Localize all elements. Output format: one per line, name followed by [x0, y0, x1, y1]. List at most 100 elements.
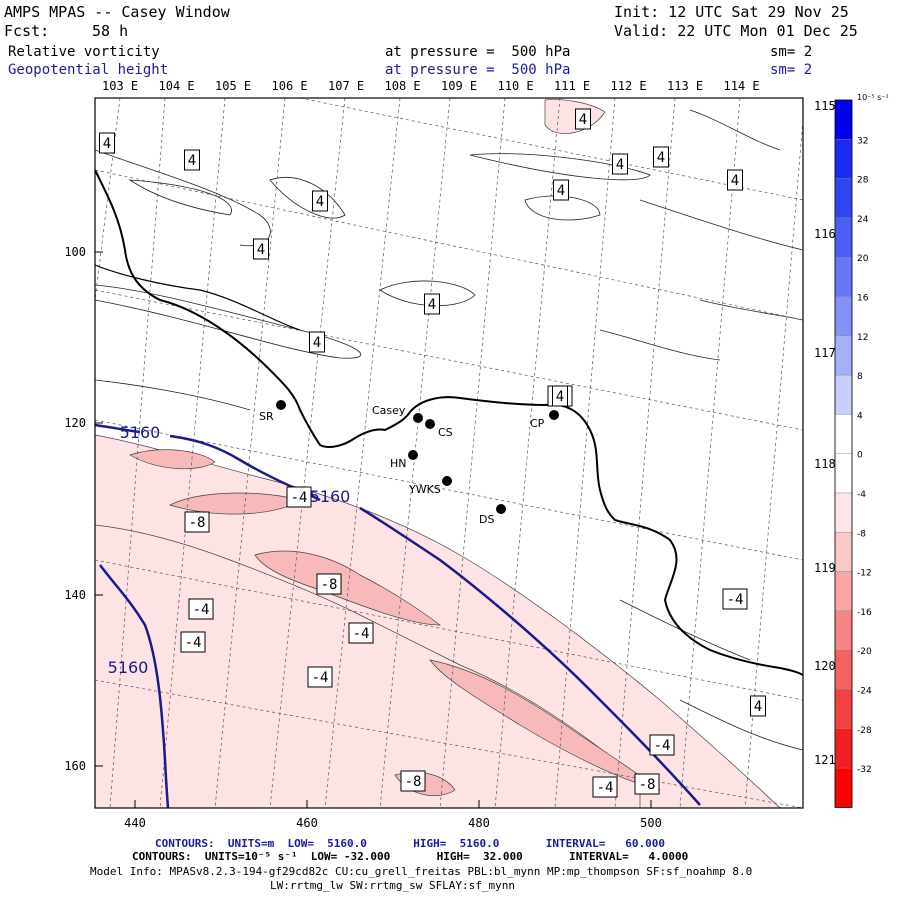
- field2-name: Geopotential height: [8, 62, 169, 78]
- top-longitude-labels: 103 E 104 E 105 E 106 E 107 E 108 E 109 E 110 E…: [102, 79, 760, 93]
- colorbar-segment: [834, 571, 853, 612]
- colorbar-segment: [834, 374, 853, 415]
- field1-level: at pressure = 500 hPa: [385, 44, 571, 60]
- vorticity-label: -8: [405, 774, 422, 790]
- station-label: HN: [390, 457, 407, 470]
- vorticity-label: 4: [103, 136, 111, 152]
- height-label: 5160: [310, 487, 351, 506]
- vorticity-label: 4: [579, 112, 587, 128]
- vorticity-label: -8: [321, 577, 338, 593]
- x-tick-label: 480: [468, 816, 490, 830]
- vorticity-label-box: [727, 169, 743, 191]
- station-marker: [425, 419, 435, 429]
- footer-model-info: Model Info: MPASv8.2.3-194-gf29cd82c CU:…: [90, 865, 753, 878]
- vorticity-label: -4: [291, 490, 308, 506]
- colorbar-segment: [834, 217, 853, 258]
- top-lon-label: 103 E: [102, 79, 138, 93]
- station-label: CP: [530, 417, 545, 430]
- x-tick-label: 500: [640, 816, 662, 830]
- colorbar-segment: [834, 296, 853, 336]
- vorticity-label-box: [634, 773, 660, 795]
- map-title: AMPS MPAS -- Casey Window: [4, 3, 230, 21]
- height-label: 5160: [120, 423, 161, 442]
- coastline-detail: [95, 264, 301, 331]
- colorbar-label: -8: [857, 529, 866, 539]
- vorticity-label: 4: [657, 150, 665, 166]
- colorbar-segment: [834, 335, 853, 376]
- top-lon-label: 109 E: [441, 79, 477, 93]
- vorticity-label: 4: [428, 297, 436, 313]
- field1-name: Relative vorticity: [8, 44, 160, 60]
- top-lon-label: 111 E: [554, 79, 590, 93]
- vorticity-label: 4: [731, 173, 739, 189]
- top-lon-label: 106 E: [272, 79, 308, 93]
- vorticity-label-box: [99, 132, 115, 154]
- colorbar-segment: [834, 414, 853, 454]
- vorticity-label: 4: [257, 242, 265, 258]
- height-label: 5160: [108, 658, 149, 677]
- plot-frame: [94, 97, 804, 809]
- y-tick-label: 100: [64, 245, 86, 259]
- colorbar-label: 8: [857, 372, 863, 382]
- top-lon-label: 114 E: [724, 79, 760, 93]
- top-lon-label: 110 E: [498, 79, 534, 93]
- colorbar-label: 28: [857, 176, 869, 186]
- vorticity-label-box: [653, 146, 669, 168]
- colorbar-label: 24: [857, 215, 869, 225]
- station-label: CS: [438, 426, 453, 439]
- vorticity-label: 4: [754, 699, 762, 715]
- vorticity-patch: [129, 449, 216, 470]
- colorbar-segment: [834, 99, 853, 140]
- vorticity-label: -4: [727, 592, 744, 608]
- colorbar-segment: [834, 689, 853, 729]
- y-tick-label: 120: [64, 416, 86, 430]
- colorbar-units: 10⁻⁵ s⁻¹: [857, 93, 889, 102]
- vorticity-label: 4: [313, 335, 321, 351]
- x-tick-label: 440: [124, 816, 146, 830]
- vorticity-label-box: [188, 598, 214, 620]
- field2-level: at pressure = 500 hPa: [385, 62, 571, 78]
- colorbar-segment: [834, 767, 853, 808]
- vorticity-label: -4: [654, 738, 671, 754]
- forecast-hours: 58 h: [92, 22, 129, 40]
- vorticity-label-box: [286, 486, 312, 508]
- vorticity-contours: [95, 109, 803, 751]
- vorticity-label-box: [180, 631, 206, 653]
- vorticity-label-box: [575, 108, 591, 130]
- colorbar-segment: [834, 178, 853, 219]
- colorbar: 10⁻⁵ s⁻¹ 32 28 24 20 16 12 8 4 0 -4 -8 -12 -16 -20 -24 -…: [834, 93, 889, 808]
- vorticity-label-box: [649, 734, 675, 756]
- y-tick-label: 140: [64, 588, 86, 602]
- vorticity-label-box: [309, 331, 325, 353]
- vorticity-label: 4: [316, 194, 324, 210]
- colorbar-label: -28: [857, 726, 872, 736]
- x-axis-labels: 440 460 480 500: [124, 816, 662, 830]
- top-lon-label: 107 E: [328, 79, 364, 93]
- top-lon-label: 112 E: [611, 79, 647, 93]
- vorticity-label: -8: [639, 777, 656, 793]
- colorbar-label: -4: [857, 490, 866, 500]
- y-tick-label: 160: [64, 759, 86, 773]
- colorbar-label: 0: [857, 451, 863, 461]
- colorbar-segment: [834, 650, 853, 690]
- footer-height-contours: CONTOURS: UNITS=m LOW= 5160.0 HIGH= 5160…: [155, 837, 665, 850]
- colorbar-label: 20: [857, 254, 869, 264]
- vorticity-label: -8: [189, 515, 206, 531]
- height-labels: 5160 5160 5160: [108, 423, 351, 677]
- field2-smoothing: sm= 2: [770, 62, 813, 78]
- station-marker: [442, 476, 452, 486]
- vorticity-label-box: [612, 153, 628, 175]
- x-tick-label: 460: [296, 816, 318, 830]
- vorticity-label: 4: [616, 157, 624, 173]
- vorticity-label: -4: [312, 670, 329, 686]
- field1-smoothing: sm= 2: [770, 44, 813, 60]
- top-lon-label: 108 E: [385, 79, 421, 93]
- colorbar-label: 12: [857, 333, 868, 343]
- colorbar-segment: [834, 728, 853, 769]
- top-lon-label: 105 E: [215, 79, 251, 93]
- vorticity-band-light-2: [95, 524, 641, 808]
- colorbar-label: -16: [857, 608, 872, 618]
- vorticity-label: 4: [556, 389, 564, 405]
